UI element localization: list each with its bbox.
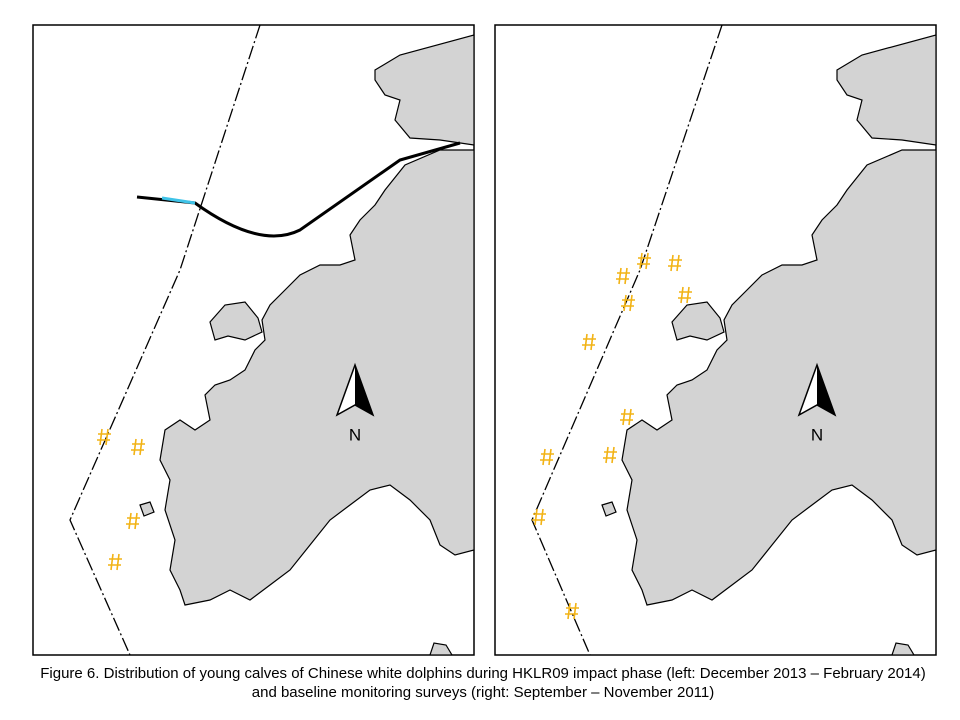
panel-frame (32, 24, 475, 656)
sighting-marker (678, 286, 692, 304)
left-map (69, 25, 474, 655)
caption-line: Figure 6. Distribution of young calves o… (40, 665, 925, 682)
boundary (531, 25, 723, 655)
panel-frame (494, 24, 937, 656)
north-label: N (811, 425, 823, 444)
boundary (69, 25, 261, 655)
sighting-marker (616, 267, 630, 285)
sighting-marker (603, 446, 617, 464)
sighting-marker (126, 512, 140, 530)
sighting-marker (565, 602, 579, 620)
sighting-marker (108, 553, 122, 571)
sighting-marker (540, 448, 554, 466)
road-section (161, 196, 196, 205)
sighting-marker (582, 333, 596, 351)
caption-line: and baseline monitoring surveys (right: … (252, 684, 714, 701)
sightings (97, 252, 692, 620)
north-label: N (349, 425, 361, 444)
sighting-marker (668, 254, 682, 272)
road (136, 141, 461, 238)
sighting-marker (637, 252, 651, 270)
sighting-marker (532, 508, 546, 526)
sighting-marker (97, 428, 111, 446)
sighting-marker (620, 408, 634, 426)
sighting-marker (621, 294, 635, 312)
right-map (531, 25, 936, 655)
sighting-marker (131, 438, 145, 456)
